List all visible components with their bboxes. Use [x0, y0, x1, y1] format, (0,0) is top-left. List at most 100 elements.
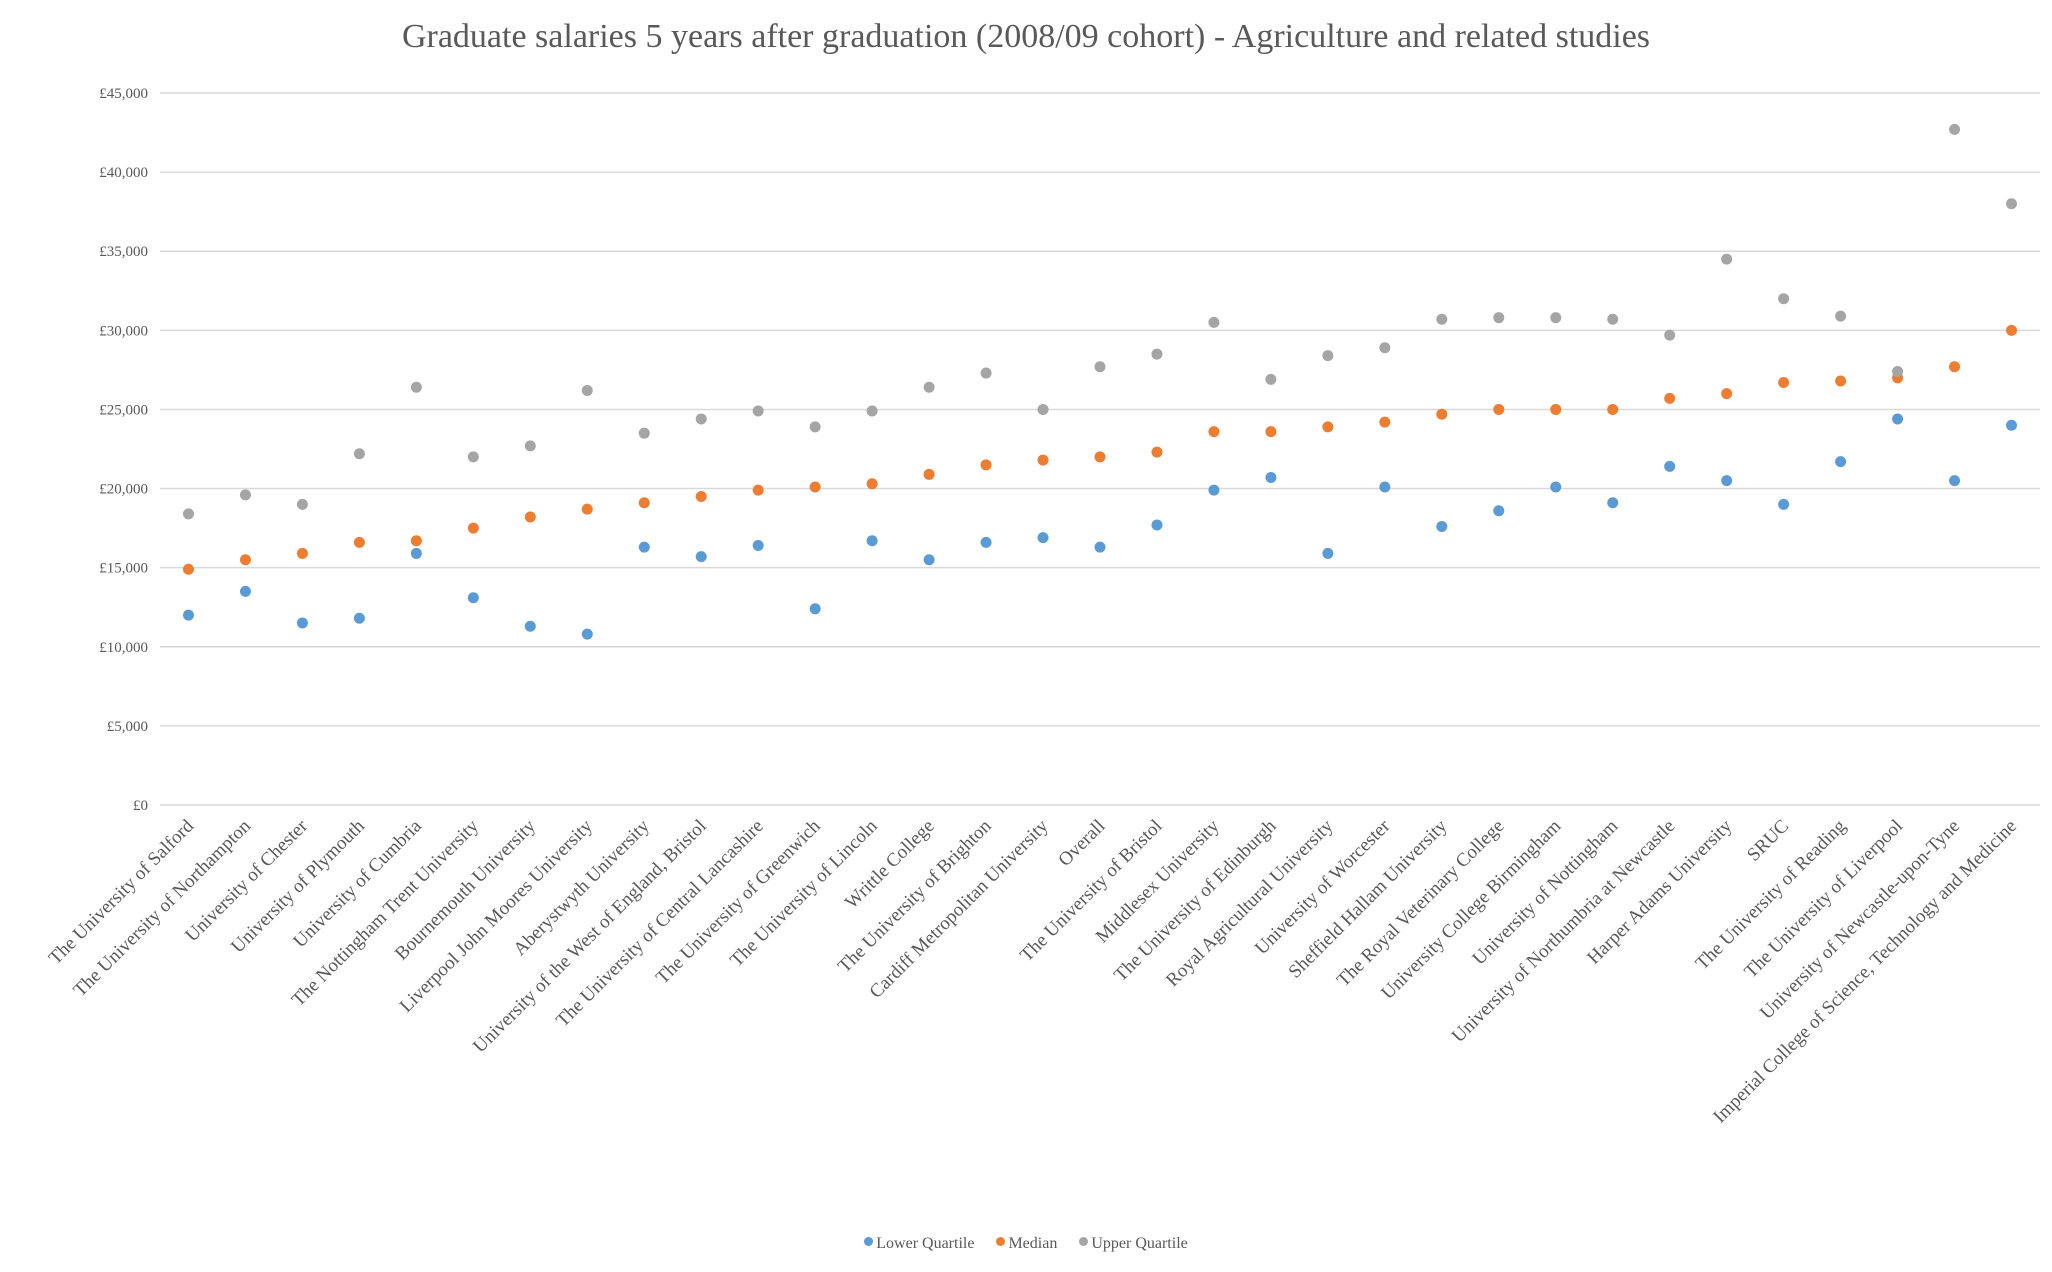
point-median[interactable]	[2006, 324, 2018, 336]
point-median[interactable]	[1322, 421, 1334, 433]
point-lower-quartile[interactable]	[1949, 475, 1961, 487]
point-median[interactable]	[1037, 454, 1049, 466]
point-median[interactable]	[410, 535, 422, 547]
point-upper-quartile[interactable]	[695, 413, 707, 425]
point-lower-quartile[interactable]	[923, 554, 935, 566]
point-median[interactable]	[695, 490, 707, 502]
point-median[interactable]	[1151, 446, 1163, 458]
point-median[interactable]	[1721, 388, 1733, 400]
point-lower-quartile[interactable]	[1835, 456, 1847, 468]
point-upper-quartile[interactable]	[524, 440, 536, 452]
point-median[interactable]	[1265, 426, 1277, 438]
point-median[interactable]	[239, 554, 251, 566]
point-upper-quartile[interactable]	[296, 498, 308, 510]
point-median[interactable]	[809, 481, 821, 493]
point-lower-quartile[interactable]	[1094, 541, 1106, 553]
point-upper-quartile[interactable]	[923, 381, 935, 393]
point-upper-quartile[interactable]	[866, 405, 878, 417]
point-median[interactable]	[1664, 392, 1676, 404]
point-lower-quartile[interactable]	[239, 585, 251, 597]
point-median[interactable]	[638, 497, 650, 509]
point-median[interactable]	[923, 468, 935, 480]
point-upper-quartile[interactable]	[182, 508, 194, 520]
point-upper-quartile[interactable]	[638, 427, 650, 439]
point-median[interactable]	[467, 522, 479, 534]
point-upper-quartile[interactable]	[1892, 365, 1904, 377]
point-upper-quartile[interactable]	[1322, 350, 1334, 362]
point-median[interactable]	[524, 511, 536, 523]
point-lower-quartile[interactable]	[1265, 471, 1277, 483]
point-median[interactable]	[1550, 403, 1562, 415]
point-median[interactable]	[980, 459, 992, 471]
point-median[interactable]	[866, 478, 878, 490]
point-median[interactable]	[1436, 408, 1448, 420]
point-upper-quartile[interactable]	[1037, 403, 1049, 415]
point-upper-quartile[interactable]	[980, 367, 992, 379]
point-upper-quartile[interactable]	[1664, 329, 1676, 341]
point-upper-quartile[interactable]	[581, 384, 593, 396]
point-lower-quartile[interactable]	[467, 592, 479, 604]
point-upper-quartile[interactable]	[1550, 312, 1562, 324]
point-lower-quartile[interactable]	[410, 547, 422, 559]
point-median[interactable]	[353, 536, 365, 548]
point-upper-quartile[interactable]	[1607, 313, 1619, 325]
point-lower-quartile[interactable]	[1436, 521, 1448, 533]
point-lower-quartile[interactable]	[353, 612, 365, 624]
point-median[interactable]	[1379, 416, 1391, 428]
point-median[interactable]	[752, 484, 764, 496]
point-upper-quartile[interactable]	[1208, 316, 1220, 328]
point-median[interactable]	[1778, 377, 1790, 389]
point-upper-quartile[interactable]	[809, 421, 821, 433]
point-lower-quartile[interactable]	[1550, 481, 1562, 493]
legend-item-upper-quartile[interactable]: Upper Quartile	[1079, 1235, 1188, 1253]
legend-item-median[interactable]: Median	[996, 1235, 1057, 1253]
point-lower-quartile[interactable]	[1322, 547, 1334, 559]
point-lower-quartile[interactable]	[1607, 497, 1619, 509]
point-lower-quartile[interactable]	[1664, 460, 1676, 472]
point-median[interactable]	[1493, 403, 1505, 415]
point-upper-quartile[interactable]	[1094, 361, 1106, 373]
point-lower-quartile[interactable]	[809, 603, 821, 615]
point-median[interactable]	[1208, 426, 1220, 438]
point-lower-quartile[interactable]	[1151, 519, 1163, 531]
point-lower-quartile[interactable]	[695, 551, 707, 563]
point-median[interactable]	[296, 547, 308, 559]
point-median[interactable]	[1094, 451, 1106, 463]
point-lower-quartile[interactable]	[866, 535, 878, 547]
point-lower-quartile[interactable]	[1493, 505, 1505, 517]
point-upper-quartile[interactable]	[1493, 312, 1505, 324]
point-lower-quartile[interactable]	[980, 536, 992, 548]
point-upper-quartile[interactable]	[1265, 373, 1277, 385]
point-upper-quartile[interactable]	[467, 451, 479, 463]
point-lower-quartile[interactable]	[1721, 475, 1733, 487]
point-upper-quartile[interactable]	[1721, 253, 1733, 265]
point-upper-quartile[interactable]	[353, 448, 365, 460]
point-lower-quartile[interactable]	[1037, 532, 1049, 544]
point-upper-quartile[interactable]	[1436, 313, 1448, 325]
point-lower-quartile[interactable]	[1892, 413, 1904, 425]
point-lower-quartile[interactable]	[638, 541, 650, 553]
point-upper-quartile[interactable]	[2006, 198, 2018, 210]
point-upper-quartile[interactable]	[1379, 342, 1391, 354]
point-lower-quartile[interactable]	[2006, 419, 2018, 431]
point-median[interactable]	[182, 563, 194, 575]
point-upper-quartile[interactable]	[1151, 348, 1163, 360]
point-upper-quartile[interactable]	[410, 381, 422, 393]
point-lower-quartile[interactable]	[1379, 481, 1391, 493]
point-upper-quartile[interactable]	[1778, 293, 1790, 305]
point-upper-quartile[interactable]	[752, 405, 764, 417]
point-median[interactable]	[1835, 375, 1847, 387]
point-lower-quartile[interactable]	[581, 628, 593, 640]
point-lower-quartile[interactable]	[296, 617, 308, 629]
point-lower-quartile[interactable]	[752, 540, 764, 552]
point-lower-quartile[interactable]	[182, 609, 194, 621]
point-median[interactable]	[1607, 403, 1619, 415]
point-lower-quartile[interactable]	[1208, 484, 1220, 496]
point-lower-quartile[interactable]	[1778, 498, 1790, 510]
point-upper-quartile[interactable]	[1949, 123, 1961, 135]
point-upper-quartile[interactable]	[1835, 310, 1847, 322]
point-upper-quartile[interactable]	[239, 489, 251, 501]
point-median[interactable]	[1949, 361, 1961, 373]
point-lower-quartile[interactable]	[524, 620, 536, 632]
point-median[interactable]	[581, 503, 593, 515]
